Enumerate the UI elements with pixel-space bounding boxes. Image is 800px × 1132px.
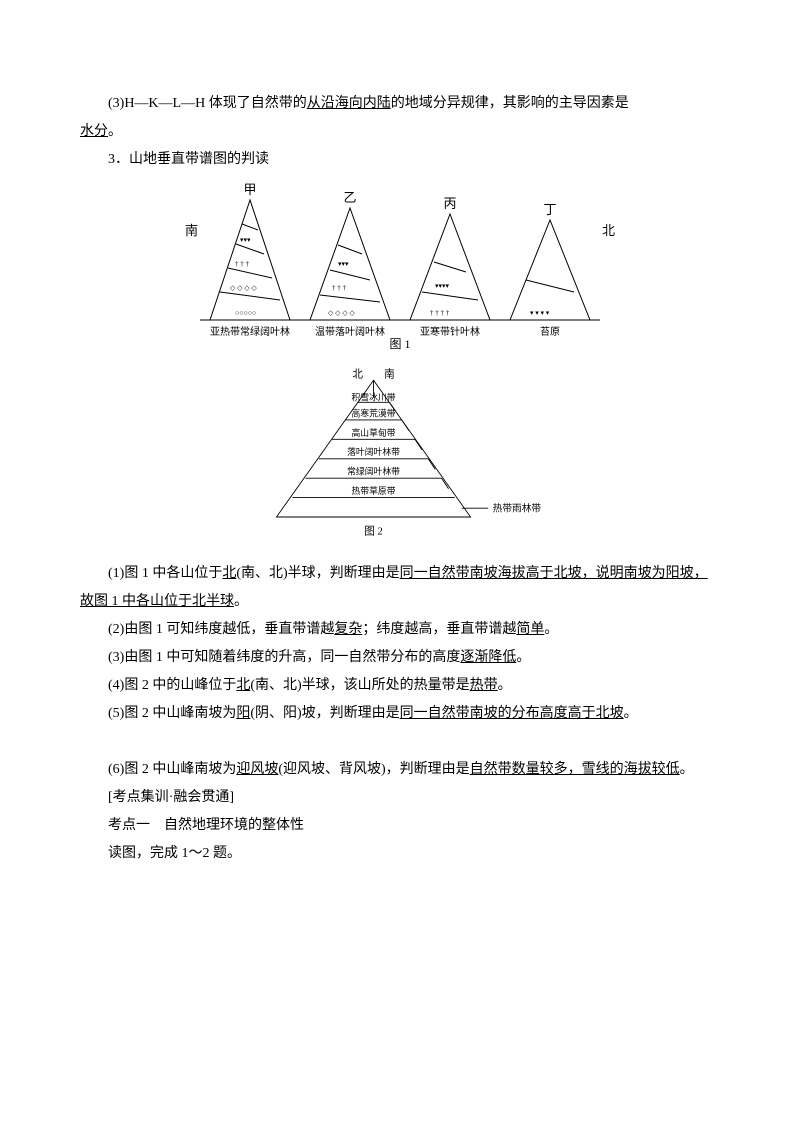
fig1-label-ding: 丁 [543, 202, 556, 217]
q6: (6)图 2 中山峰南坡为迎风坡(迎风坡、背风坡)，判断理由是自然带数量较多，雪… [80, 756, 720, 784]
fig2-layer-4: 常绿阔叶林带 [347, 466, 400, 477]
fig1-north: 北 [602, 223, 615, 238]
svg-text:◇ ◇ ◇ ◇: ◇ ◇ ◇ ◇ [230, 284, 257, 292]
fig1-south: 南 [185, 223, 198, 238]
svg-text:○○○○○: ○○○○○ [235, 309, 256, 317]
q5: (5)图 2 中山峰南坡为阳(阴、阳)坡，判断理由是同一自然带南坡的分布高度高于… [80, 700, 720, 728]
mountain-jia [210, 200, 290, 320]
blank-line [80, 728, 720, 756]
svg-text:▾▾▾: ▾▾▾ [338, 260, 349, 268]
mountain-ding [510, 220, 590, 320]
figure-1: ○○○○○ ◇ ◇ ◇ ◇ † † † ▾▾▾ ◇ ◇ ◇ ◇ † † † ▾▾… [80, 180, 720, 361]
p3-a: (3)H—K—L—H 体现了自然带的 [108, 96, 307, 111]
q2: (2)由图 1 可知纬度越低，垂直带谱越复杂；纬度越高，垂直带谱越简单。 [80, 616, 720, 644]
svg-text:▾▾▾▾: ▾▾▾▾ [435, 282, 450, 290]
section-3-title: 3．山地垂直带谱图的判读 [80, 146, 720, 174]
figure-2: 北 南 积雪冰川带 高寒荒漠带 高山草甸带 落叶阔叶林带 常绿阔叶林带 热带草原… [80, 367, 720, 554]
svg-text:◇ ◇ ◇ ◇: ◇ ◇ ◇ ◇ [328, 309, 355, 317]
p3-u1: 从沿海向内陆 [307, 96, 391, 111]
figure-2-svg: 北 南 积雪冰川带 高寒荒漠带 高山草甸带 落叶阔叶林带 常绿阔叶林带 热带草原… [250, 367, 550, 543]
fig2-layer-0: 积雪冰川带 [351, 392, 395, 403]
fig2-layer-3: 落叶阔叶林带 [347, 446, 400, 457]
footer-1: [考点集训·融会贯通] [80, 784, 720, 812]
fig2-layer-2: 高山草甸带 [351, 427, 395, 438]
fig2-south: 南 [384, 368, 395, 381]
fig1-base-2: 亚寒带针叶林 [420, 325, 480, 338]
svg-text:▾ ▾ ▾ ▾: ▾ ▾ ▾ ▾ [530, 309, 550, 317]
footer-2: 考点一 自然地理环境的整体性 [80, 812, 720, 840]
svg-text:† † †: † † † [332, 284, 347, 292]
fig1-base-1: 温带落叶阔叶林 [315, 325, 385, 338]
fig2-north: 北 [352, 369, 363, 381]
q1: (1)图 1 中各山位于北(南、北)半球，判断理由是同一自然带南坡海拔高于北坡，… [80, 560, 720, 616]
svg-text:▾▾▾: ▾▾▾ [240, 236, 251, 244]
fig1-base-0: 亚热带常绿阔叶林 [210, 325, 290, 338]
svg-text:† † †: † † † [235, 260, 250, 268]
fig1-base-3: 苔原 [540, 325, 560, 338]
svg-text:† † † †: † † † † [430, 309, 450, 317]
figure-1-svg: ○○○○○ ◇ ◇ ◇ ◇ † † † ▾▾▾ ◇ ◇ ◇ ◇ † † † ▾▾… [180, 180, 620, 350]
fig1-label-yi: 乙 [343, 190, 356, 205]
p3-b: 的地域分异规律，其影响的主导因素是 [391, 96, 629, 111]
fig1-label-jia: 甲 [243, 182, 256, 197]
fig2-caption: 图 2 [364, 526, 383, 538]
mountain-yi [310, 208, 390, 320]
p3-end: 。 [108, 124, 122, 139]
p3-u2: 水分 [80, 124, 108, 139]
fig2-layer-1: 高寒荒漠带 [351, 407, 395, 418]
mountain-bing [410, 214, 490, 320]
para-3-line2: 水分。 [80, 118, 720, 146]
fig2-right-label: 热带雨林带 [493, 502, 542, 515]
fig2-layer-5: 热带草原带 [351, 485, 395, 496]
footer-3: 读图，完成 1～2 题。 [80, 840, 720, 868]
q4: (4)图 2 中的山峰位于北(南、北)半球，该山所处的热量带是热带。 [80, 672, 720, 700]
fig1-caption: 图 1 [389, 337, 410, 350]
para-3: (3)H—K—L—H 体现了自然带的从沿海向内陆的地域分异规律，其影响的主导因素… [80, 90, 720, 118]
q3: (3)由图 1 中可知随着纬度的升高，同一自然带分布的高度逐渐降低。 [80, 644, 720, 672]
fig1-label-bing: 丙 [443, 196, 456, 211]
